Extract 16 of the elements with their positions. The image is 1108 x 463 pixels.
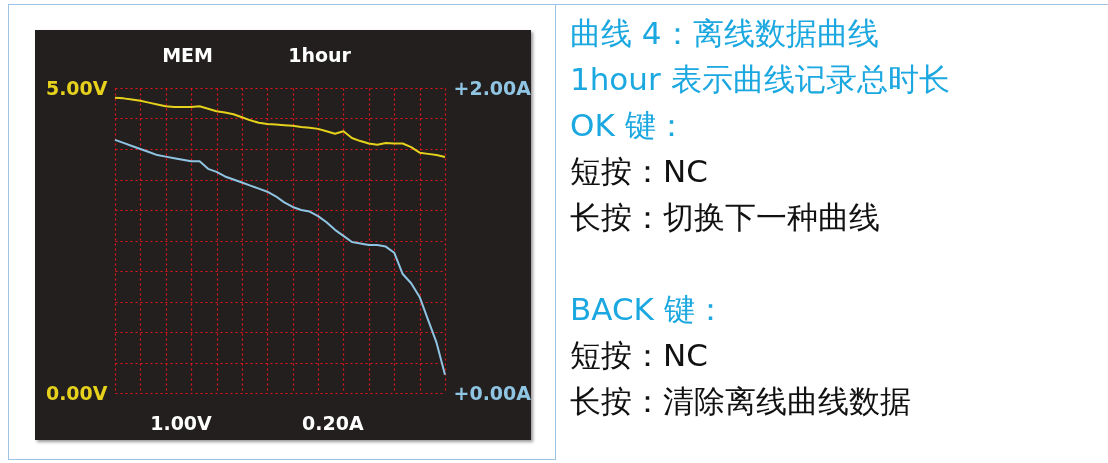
text: BACK 键： bbox=[570, 290, 727, 329]
text: 短按：NC bbox=[570, 336, 709, 375]
text: 长按：切换下一种曲线 bbox=[570, 198, 881, 237]
text: 1.00V bbox=[150, 412, 213, 434]
text: 短按：NC bbox=[570, 152, 709, 191]
text: OK 键： bbox=[570, 106, 688, 145]
text: 曲线 4：离线数据曲线 bbox=[570, 14, 880, 53]
y2-tick-label: +2.00A bbox=[453, 76, 532, 99]
y2-tick-label: +0.00A bbox=[453, 381, 532, 404]
text: MEM bbox=[162, 44, 213, 66]
text: 0.20A bbox=[302, 412, 364, 434]
text: 1hour bbox=[288, 44, 352, 66]
y-tick-label: 0.00V bbox=[45, 381, 108, 404]
text: 长按：清除离线曲线数据 bbox=[570, 382, 912, 421]
text: 1hour 表示曲线记录总时长 bbox=[570, 60, 950, 99]
y-tick-label: 5.00V bbox=[45, 76, 108, 99]
